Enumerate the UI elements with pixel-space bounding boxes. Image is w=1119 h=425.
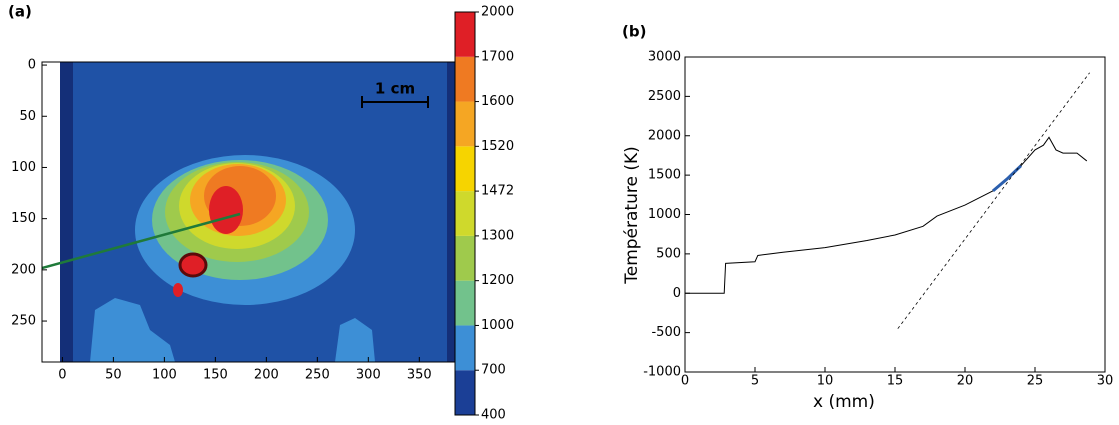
thermal-image	[42, 62, 455, 362]
line	[897, 72, 1090, 329]
colorbar-label: 1700	[481, 49, 514, 64]
x-tick-label: 250	[305, 368, 330, 383]
y-tick-label: 3000	[648, 50, 681, 65]
x-axis-label: x (mm)	[813, 392, 875, 412]
y-tick-label: 100	[11, 160, 36, 175]
x-tick-label: 15	[887, 374, 904, 389]
x-tick-label: 10	[817, 374, 834, 389]
x-tick-label: 0	[681, 374, 689, 389]
colorbar-label: 1200	[481, 273, 514, 288]
colorbar-band	[455, 191, 475, 236]
colorbar-label: 1520	[481, 139, 514, 154]
line	[685, 136, 1088, 294]
y-tick-label: -500	[651, 325, 681, 340]
x-tick-label: 25	[1027, 374, 1044, 389]
y-tick-label: 1000	[648, 207, 681, 222]
x-tick-label: 150	[203, 368, 228, 383]
y-tick-label: 2500	[648, 89, 681, 104]
colorbar-label: 1000	[481, 318, 514, 333]
y-tick-label: 1500	[648, 168, 681, 183]
panel-label: (a)	[8, 3, 32, 21]
x-tick-label: 5	[751, 374, 759, 389]
colorbar-label: 1472	[481, 184, 514, 199]
y-axis-label: Température (K)	[622, 146, 642, 285]
x-tick-label: 200	[254, 368, 279, 383]
colorbar-label: 700	[481, 363, 506, 378]
y-tick-label: 250	[11, 314, 36, 329]
colorbar-band	[455, 280, 475, 326]
colorbar-band	[455, 370, 475, 415]
colorbar-label: 2000	[481, 5, 514, 20]
y-tick-label: 150	[11, 211, 36, 226]
x-tick-label: 350	[407, 368, 432, 383]
x-tick-label: 100	[152, 368, 177, 383]
x-tick-label: 30	[1097, 374, 1114, 389]
x-tick-label: 50	[105, 368, 122, 383]
colorbar-band	[455, 12, 475, 57]
colorbar-frame	[454, 11, 476, 416]
colorbar-band	[455, 235, 475, 281]
frame	[684, 56, 1106, 373]
colorbar-band	[455, 101, 475, 147]
x-tick-label: 300	[356, 368, 381, 383]
colorbar-label: 1300	[481, 228, 514, 243]
line	[992, 164, 1023, 193]
x-tick-label: 0	[58, 368, 66, 383]
x-tick-label: 20	[957, 374, 974, 389]
colorbar-label: 1600	[481, 94, 514, 109]
panel-label: (b)	[622, 23, 646, 41]
colorbar-label: 400	[481, 408, 506, 423]
y-tick-label: 200	[11, 262, 36, 277]
y-tick-label: 0	[28, 58, 36, 73]
y-tick-label: 50	[19, 109, 36, 124]
colorbar-band	[455, 56, 475, 102]
colorbar-band	[455, 325, 475, 371]
y-tick-label: 500	[656, 246, 681, 261]
y-tick-label: -1000	[643, 365, 681, 380]
colorbar-band	[455, 146, 475, 192]
y-tick-label: 0	[673, 286, 681, 301]
scale-label: 1 cm	[375, 80, 415, 98]
y-tick-label: 2000	[648, 128, 681, 143]
